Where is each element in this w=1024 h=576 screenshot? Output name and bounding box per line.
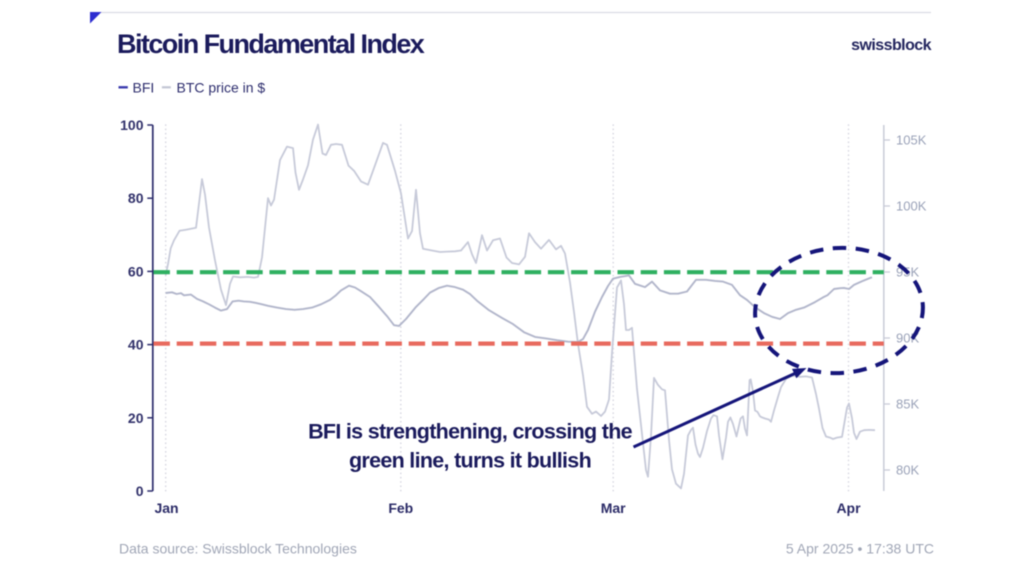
svg-text:BTC price in $: BTC price in $ (177, 80, 266, 96)
svg-text:100: 100 (120, 117, 144, 133)
svg-text:100K: 100K (896, 199, 927, 214)
svg-text:60: 60 (128, 263, 144, 279)
svg-text:0: 0 (136, 483, 144, 499)
svg-text:Jan: Jan (154, 500, 178, 516)
svg-text:Data source: Swissblock Techno: Data source: Swissblock Technologies (119, 541, 357, 557)
svg-text:Mar: Mar (601, 500, 626, 516)
svg-text:BFI is strengthening, crossing: BFI is strengthening, crossing the (308, 420, 633, 444)
svg-text:Apr: Apr (836, 500, 861, 516)
svg-text:swissblock: swissblock (851, 37, 932, 54)
svg-text:40: 40 (128, 337, 144, 353)
svg-text:BFI: BFI (133, 80, 155, 96)
svg-text:80: 80 (128, 190, 144, 206)
svg-text:green line, turns it bullish: green line, turns it bullish (349, 449, 591, 473)
svg-text:105K: 105K (896, 133, 927, 148)
svg-text:Feb: Feb (388, 500, 413, 516)
svg-text:20: 20 (128, 410, 144, 426)
svg-text:5 Apr 2025 • 17:38 UTC: 5 Apr 2025 • 17:38 UTC (786, 541, 934, 557)
svg-text:85K: 85K (896, 397, 919, 412)
svg-text:80K: 80K (896, 463, 919, 478)
svg-text:Bitcoin Fundamental Index: Bitcoin Fundamental Index (117, 29, 425, 59)
